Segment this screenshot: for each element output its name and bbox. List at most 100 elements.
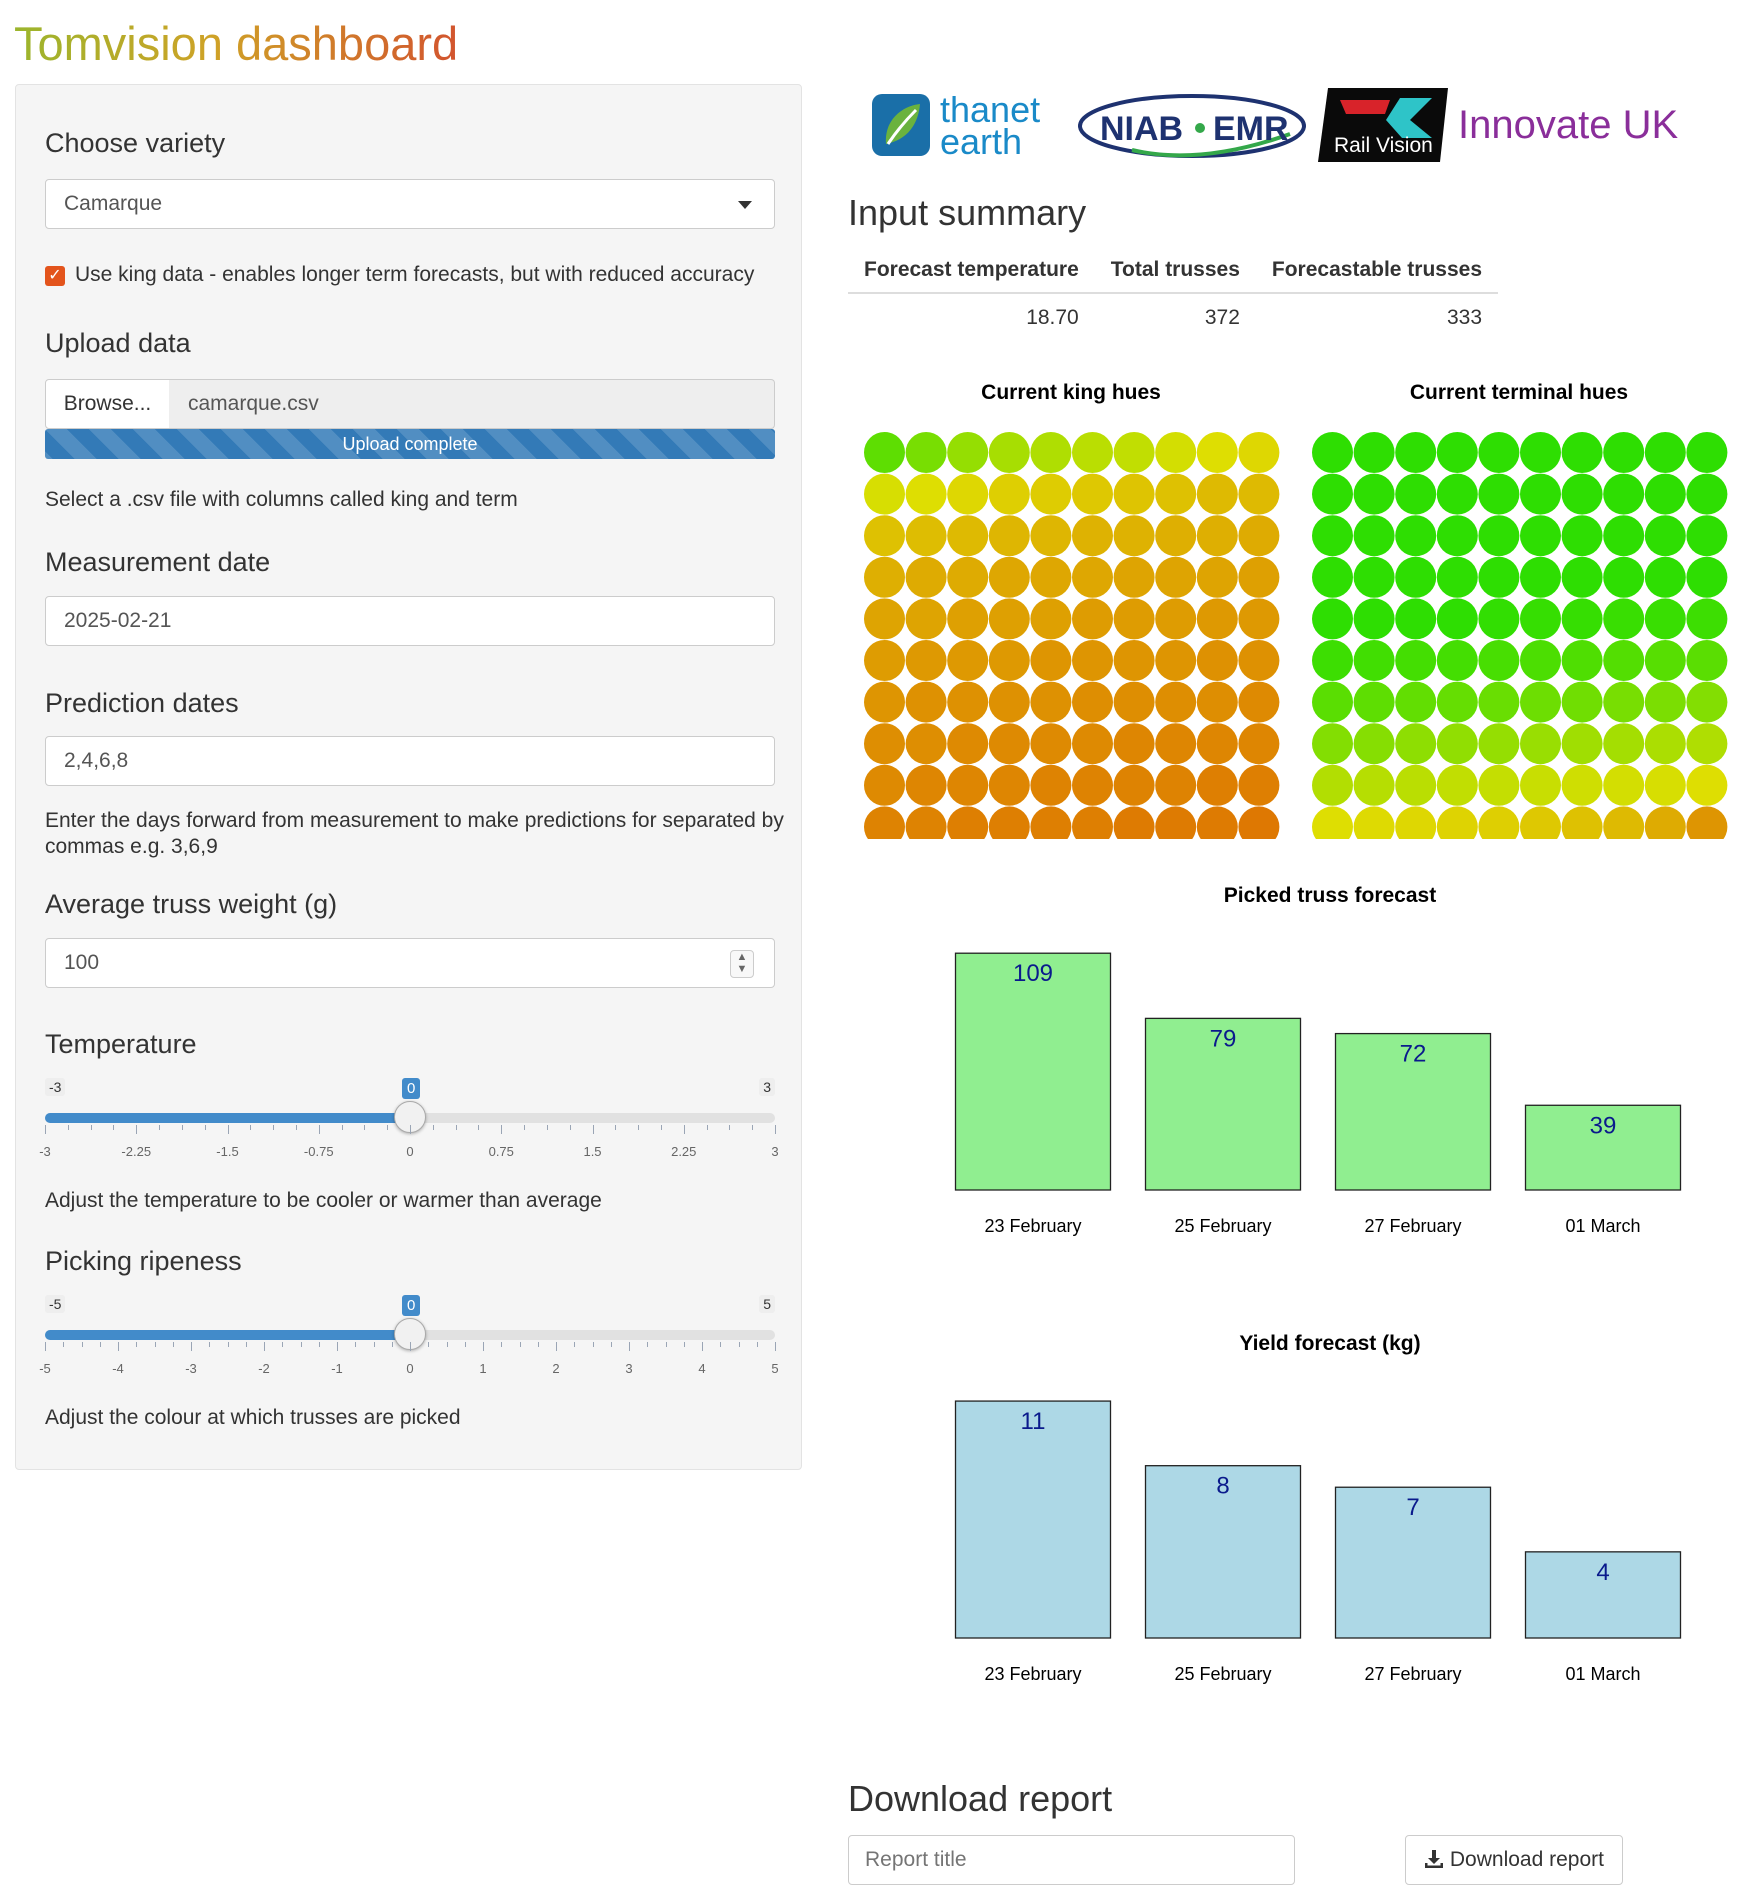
hue-dot xyxy=(1520,806,1561,839)
slider-minor-tick xyxy=(501,1342,503,1347)
hue-dot xyxy=(905,432,947,473)
slider-minor-tick xyxy=(341,1125,343,1130)
slider-minor-tick xyxy=(67,1125,69,1130)
slider-tick xyxy=(410,1342,411,1351)
truss-weight-input[interactable]: 100 ▲ ▼ xyxy=(45,938,775,988)
hue-dot xyxy=(1030,723,1072,765)
hue-dot xyxy=(1196,473,1238,515)
x-tick-label: 25 February xyxy=(1174,1664,1271,1684)
prediction-dates-input[interactable]: 2,4,6,8 xyxy=(45,736,775,786)
upload-status: Upload complete xyxy=(342,434,478,454)
slider-minor-tick xyxy=(204,1125,206,1130)
slider-minor-tick xyxy=(250,1125,252,1130)
measurement-date-label: Measurement date xyxy=(45,547,271,577)
hue-dot xyxy=(1561,640,1603,681)
hue-dot xyxy=(1603,473,1645,515)
hue-dot xyxy=(1395,515,1437,557)
upload-progress-bar xyxy=(45,429,775,459)
ripeness-slider[interactable]: -5 5 0 -5 -4 -3 -2 -1 0 1 2 3 4 5 xyxy=(39,1295,779,1395)
hue-dot xyxy=(1644,764,1686,806)
slider-tick-label: 5 xyxy=(771,1361,779,1376)
hue-dot xyxy=(1436,432,1478,473)
hue-dot xyxy=(1686,556,1728,598)
column-header: Total trusses xyxy=(1094,250,1256,294)
bar xyxy=(1334,1486,1492,1639)
hue-dot xyxy=(1520,515,1561,557)
rail-vision-logo: Rail Vision xyxy=(1318,88,1448,162)
slider-minor-tick xyxy=(318,1342,320,1347)
slider-minor-tick xyxy=(172,1342,174,1347)
hue-dot xyxy=(1520,473,1561,515)
hue-dot xyxy=(1072,473,1113,515)
hue-dot xyxy=(905,473,947,515)
slider-tick-label: 2.25 xyxy=(671,1144,697,1159)
hue-dot xyxy=(988,432,1030,473)
truss-weight-label: Average truss weight (g) xyxy=(45,889,338,919)
slider-minor-tick xyxy=(610,1342,612,1347)
slider-minor-tick xyxy=(537,1342,539,1347)
hue-dot xyxy=(988,764,1030,806)
king-data-label: Use king data - enables longer term fore… xyxy=(75,263,755,286)
hue-dot xyxy=(1353,598,1395,640)
slider-tick xyxy=(702,1342,703,1351)
slider-minor-tick xyxy=(245,1342,247,1347)
slider-tick xyxy=(629,1342,630,1351)
slider-tick-label: -5 xyxy=(39,1361,51,1376)
slider-minor-tick xyxy=(355,1342,357,1347)
hue-dot xyxy=(1030,681,1072,723)
slider-tick xyxy=(45,1125,46,1134)
hue-dot xyxy=(1353,640,1395,681)
measurement-date-input[interactable]: 2025-02-21 xyxy=(45,596,775,646)
hue-dot xyxy=(1603,640,1645,681)
slider-minor-tick xyxy=(364,1125,366,1130)
hue-dot xyxy=(1113,515,1155,557)
variety-select[interactable]: Camarque xyxy=(45,179,775,229)
hue-dot xyxy=(1196,806,1238,839)
hue-dot xyxy=(864,473,905,515)
hue-dot xyxy=(1644,556,1686,598)
report-title-input[interactable] xyxy=(848,1835,1295,1885)
hue-dot xyxy=(1312,598,1353,640)
hue-dot xyxy=(1155,764,1197,806)
slider-tick-label: 3 xyxy=(625,1361,633,1376)
stepper-icon[interactable]: ▲ ▼ xyxy=(730,950,754,978)
download-report-label: Download report xyxy=(1449,1848,1604,1871)
hue-dot xyxy=(864,806,905,839)
hue-dot xyxy=(1196,764,1238,806)
hue-dot xyxy=(1686,598,1728,640)
hue-dot xyxy=(947,764,989,806)
hue-dot xyxy=(864,598,905,640)
slider-minor-tick xyxy=(738,1342,740,1347)
slider-minor-tick xyxy=(373,1342,375,1347)
hue-dot xyxy=(1644,432,1686,473)
hue-dot xyxy=(1030,640,1072,681)
slider-bar xyxy=(45,1330,410,1340)
chart-title: Picked truss forecast xyxy=(1224,884,1436,907)
king-data-checkbox[interactable]: ✓ xyxy=(45,266,65,286)
hue-dot xyxy=(1561,515,1603,557)
slider-tick xyxy=(118,1342,119,1351)
slider-minor-tick xyxy=(729,1125,731,1130)
slider-tick-label: -3 xyxy=(39,1144,51,1159)
browse-button[interactable]: Browse... xyxy=(45,379,170,429)
hue-dot xyxy=(1155,723,1197,765)
temperature-label: Temperature xyxy=(45,1029,197,1059)
hue-dot xyxy=(1520,432,1561,473)
hue-dot xyxy=(1312,681,1353,723)
slider-minor-tick xyxy=(446,1342,448,1347)
hue-dot xyxy=(947,556,989,598)
input-summary-table: Forecast temperature Total trusses Forec… xyxy=(848,250,1499,342)
hue-dot xyxy=(1196,723,1238,765)
slider-tick-label: -2.25 xyxy=(121,1144,152,1159)
hue-dot xyxy=(1030,556,1072,598)
download-report-button[interactable]: Download report xyxy=(1405,1835,1623,1885)
slider-minor-tick xyxy=(282,1342,284,1347)
hue-dot xyxy=(1686,723,1728,765)
hue-dot xyxy=(1520,723,1561,765)
slider-minor-tick xyxy=(300,1342,302,1347)
hue-dot xyxy=(1238,473,1280,515)
slider-tick-label: -3 xyxy=(185,1361,197,1376)
temperature-slider[interactable]: -3 3 0 -3 -2.25 -1.5 -0.75 0 0.75 1.5 2.25 3 xyxy=(39,1078,779,1178)
hue-dot xyxy=(988,515,1030,557)
slider-minor-tick xyxy=(428,1342,430,1347)
